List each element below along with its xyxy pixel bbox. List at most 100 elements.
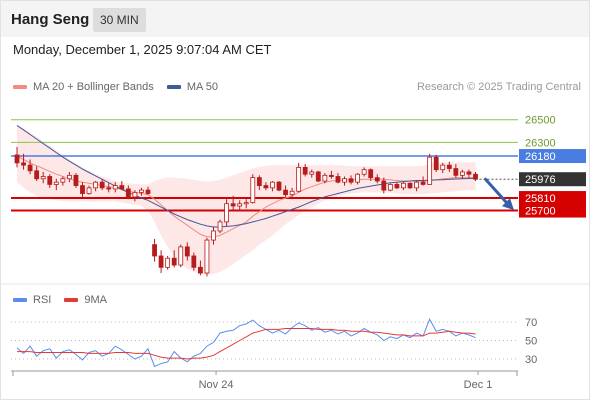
candle	[125, 185, 131, 200]
candle	[270, 181, 275, 192]
candle	[342, 176, 347, 186]
candle	[374, 174, 380, 184]
candle-body	[165, 257, 171, 268]
candle	[433, 154, 439, 172]
candle	[250, 174, 256, 204]
candle	[401, 182, 406, 191]
candle	[283, 185, 288, 197]
candle	[191, 252, 197, 271]
candle-body	[197, 266, 203, 274]
candle-body	[427, 156, 433, 185]
candle	[387, 183, 393, 192]
time-axis-label: Nov 24	[199, 379, 234, 391]
forecast-arrow-shaft	[484, 177, 509, 205]
candle-body	[230, 203, 236, 207]
candle-body	[270, 181, 275, 189]
candle	[394, 182, 400, 189]
ma50-swatch	[166, 85, 181, 90]
ma20-swatch	[13, 85, 27, 90]
candle	[368, 168, 374, 182]
candle	[453, 163, 459, 178]
candle-body	[407, 182, 413, 189]
candle-body	[289, 190, 295, 196]
support-badge-25810	[519, 191, 586, 206]
candle-body	[335, 176, 341, 183]
timeframe-button[interactable]: 30 MIN	[93, 8, 146, 32]
main-legend: MA 20 + Bollinger Bands MA 50	[13, 81, 228, 93]
candle	[171, 250, 177, 268]
legend-label-ma50: MA 50	[186, 81, 219, 93]
legend-item-ma50: MA 50	[166, 81, 219, 93]
candle	[237, 200, 243, 211]
candle	[86, 185, 92, 195]
candle	[67, 171, 72, 183]
legend-label-rsi: RSI	[33, 294, 52, 306]
candle-body	[73, 174, 79, 186]
candle-body	[473, 173, 478, 180]
candle	[184, 242, 190, 261]
candle-body	[466, 171, 472, 175]
candle	[158, 250, 164, 273]
candle	[47, 174, 53, 188]
candle	[315, 170, 321, 183]
candle-body	[152, 244, 157, 257]
candle	[466, 169, 472, 178]
candle-body	[368, 169, 374, 179]
candle	[139, 187, 144, 196]
candle-body	[459, 171, 465, 176]
candle-body	[119, 185, 125, 190]
candle-body	[446, 164, 452, 169]
9ma-swatch	[64, 298, 79, 303]
datetime-label: Monday, December 1, 2025 9:07:04 AM CET	[13, 42, 272, 57]
candle	[414, 181, 419, 192]
candle-body	[381, 180, 387, 191]
copyright-notice: Research © 2025 Trading Central	[416, 81, 581, 93]
candle	[27, 159, 33, 175]
legend-item-ma20: MA 20 + Bollinger Bands	[13, 81, 154, 93]
candle-body	[171, 257, 177, 266]
candle	[53, 178, 59, 191]
candle-body	[47, 176, 53, 185]
candle	[34, 166, 40, 182]
candle	[256, 175, 262, 191]
candle	[446, 161, 452, 172]
candle	[211, 226, 216, 245]
candle-body	[40, 176, 46, 180]
candle-body	[191, 255, 197, 268]
instrument-title: Hang Seng	[11, 11, 90, 28]
candle	[14, 146, 20, 168]
candle-body	[145, 189, 151, 194]
candle-body	[27, 164, 33, 172]
candle-body	[14, 154, 20, 164]
candle	[197, 260, 203, 276]
support-label-25810: 25810	[525, 193, 556, 205]
candle	[178, 244, 184, 268]
candle	[309, 169, 315, 178]
candle	[427, 153, 433, 185]
candle-body	[401, 182, 406, 189]
time-axis-label: Dec 1	[464, 379, 493, 391]
rsi-tick-30: 30	[525, 354, 537, 366]
candle	[361, 167, 367, 177]
candle	[80, 182, 85, 197]
candle-body	[99, 181, 105, 189]
candle	[243, 199, 249, 209]
candle-body	[125, 188, 131, 198]
candle-body	[80, 185, 85, 194]
candle	[276, 181, 282, 192]
legend-item-rsi: RSI	[13, 294, 51, 306]
ma50-line	[16, 124, 476, 228]
candle	[381, 177, 387, 194]
candle	[302, 163, 308, 177]
candle-body	[414, 181, 419, 189]
candle	[263, 182, 269, 191]
candle	[165, 255, 171, 270]
candle	[230, 195, 236, 211]
candle	[420, 176, 426, 186]
candle-body	[328, 174, 334, 177]
candle	[112, 182, 118, 193]
candle-body	[433, 156, 439, 171]
candle-body	[315, 171, 321, 182]
pivot-badge	[519, 149, 586, 164]
